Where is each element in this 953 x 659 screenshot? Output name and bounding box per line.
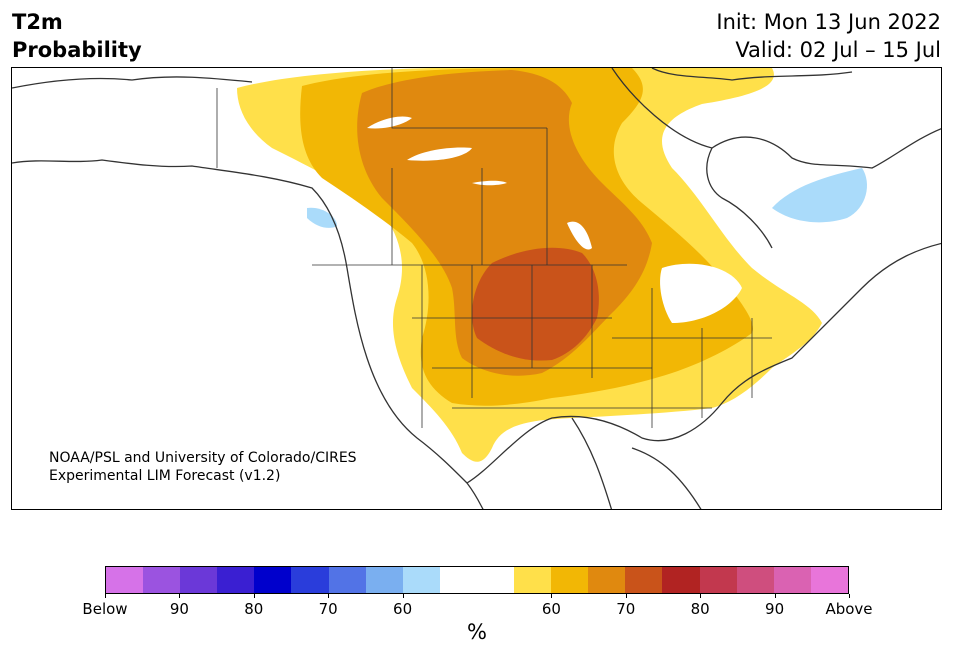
colorbar-tick-label: 70	[616, 600, 636, 618]
colorbar-segment	[773, 567, 811, 593]
colorbar-segment	[217, 567, 255, 593]
lake	[472, 180, 507, 186]
colorbar-unit: %	[467, 620, 487, 644]
colorbar-segment	[365, 567, 403, 593]
colorbar-segment	[254, 567, 292, 593]
colorbar-segment	[402, 567, 440, 593]
colorbar-tick	[849, 594, 850, 598]
init-date: Init: Mon 13 Jun 2022	[716, 10, 941, 34]
colorbar-segment	[180, 567, 218, 593]
forecast-dates: Init: Mon 13 Jun 2022 Valid: 02 Jul – 15…	[716, 8, 941, 64]
colorbar-segment	[625, 567, 663, 593]
valid-range: Valid: 02 Jul – 15 Jul	[735, 38, 941, 62]
colorbar-tick	[328, 594, 330, 598]
colorbar-tick	[402, 594, 404, 598]
political-borders	[216, 68, 772, 428]
prob-contour-60-below-west	[307, 207, 337, 228]
colorbar-tick-label: 70	[318, 600, 338, 618]
colorbar-tick	[700, 594, 702, 598]
colorbar-tick	[179, 594, 181, 598]
probability-colorbar	[105, 566, 849, 594]
map-panel	[11, 67, 942, 510]
map-title: T2m Probability	[12, 8, 142, 64]
probability-map	[12, 68, 941, 509]
colorbar-segment	[551, 567, 589, 593]
colorbar-tick-label: 80	[690, 600, 710, 618]
colorbar-segment	[588, 567, 626, 593]
colorbar-segment	[476, 567, 515, 593]
credit-line-1: NOAA/PSL and University of Colorado/CIRE…	[49, 450, 357, 466]
colorbar-tick-label: 90	[169, 600, 189, 618]
colorbar-segment	[328, 567, 366, 593]
colorbar-tick-label: 80	[244, 600, 264, 618]
colorbar-tick-label: 90	[765, 600, 785, 618]
title-line-2: Probability	[12, 38, 142, 62]
colorbar-segment	[736, 567, 774, 593]
colorbar-segment	[662, 567, 700, 593]
colorbar-tick	[551, 594, 553, 598]
prob-contour-75-above	[472, 247, 599, 361]
colorbar-segment	[143, 567, 181, 593]
lake	[407, 147, 472, 161]
title-line-1: T2m	[12, 10, 63, 34]
colorbar-segment	[810, 567, 848, 593]
colorbar-tick	[774, 594, 776, 598]
credit-line-2: Experimental LIM Forecast (v1.2)	[49, 468, 281, 484]
colorbar-segment	[439, 567, 477, 593]
forecast-credit: NOAA/PSL and University of Colorado/CIRE…	[49, 449, 357, 485]
colorbar-tick	[105, 594, 106, 598]
colorbar-segment	[106, 567, 144, 593]
colorbar-tick	[253, 594, 255, 598]
colorbar-tick-label: Above	[825, 600, 873, 618]
colorbar-segment	[699, 567, 737, 593]
colorbar-tick-label: Below	[82, 600, 128, 618]
prob-contour-60-below-east	[772, 168, 867, 223]
lake	[660, 263, 742, 323]
colorbar-tick-label: 60	[541, 600, 561, 618]
lake	[367, 116, 412, 129]
colorbar-tick-label: 60	[393, 600, 413, 618]
colorbar-tick	[625, 594, 627, 598]
coastlines	[12, 68, 941, 509]
colorbar-segment	[291, 567, 329, 593]
colorbar-segment	[514, 567, 552, 593]
lake	[567, 221, 592, 250]
